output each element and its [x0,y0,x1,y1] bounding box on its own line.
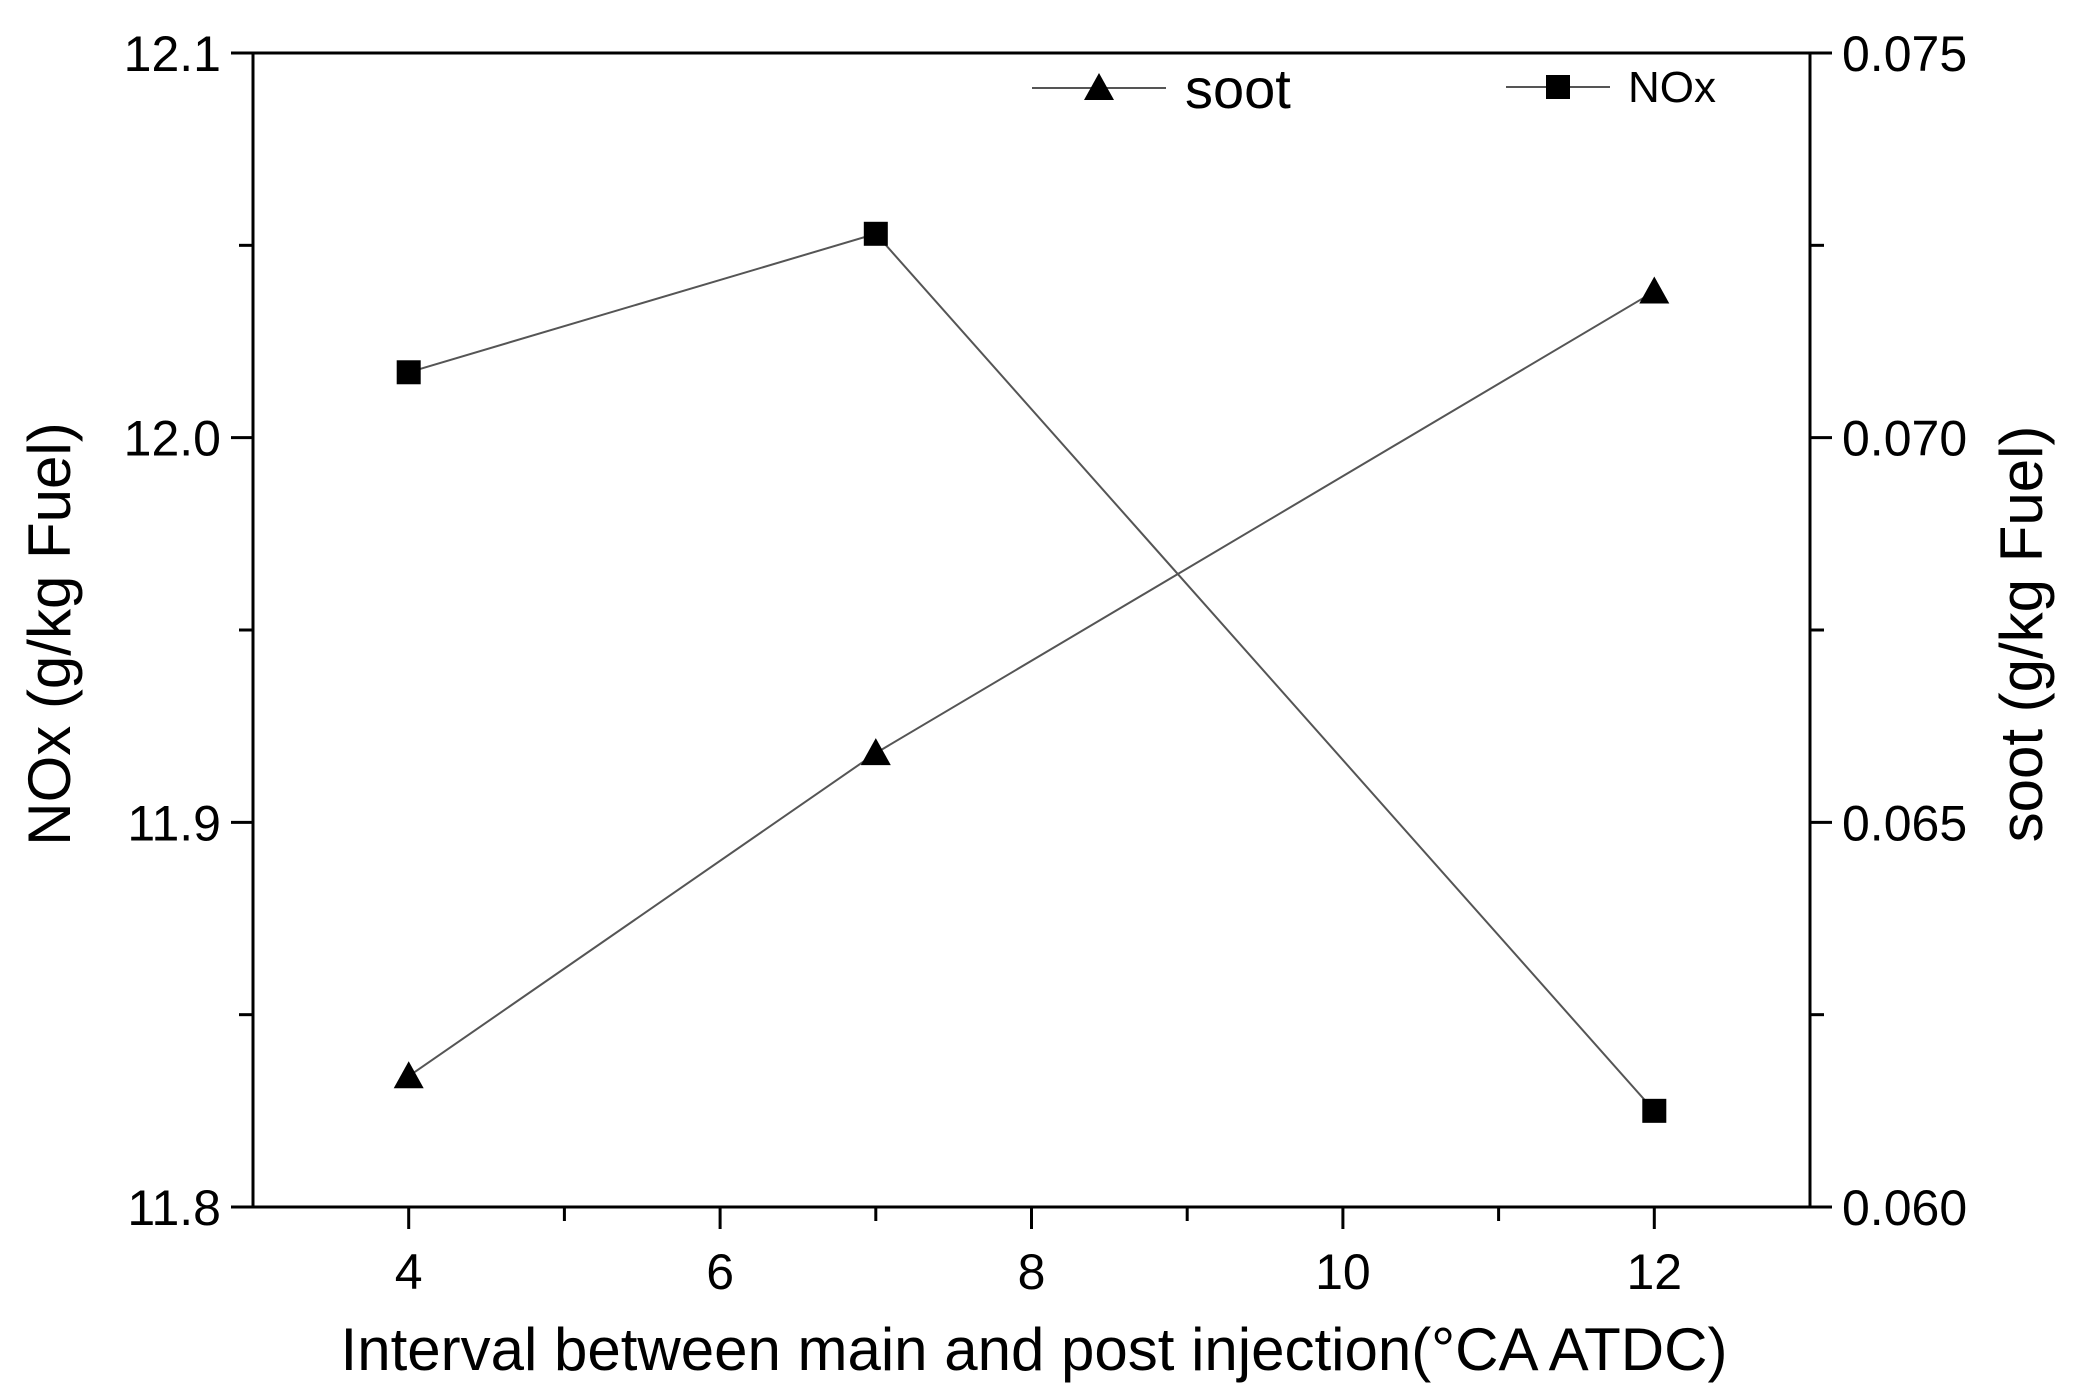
left-y-axis-label: NOx (g/kg Fuel) [16,422,83,845]
soot-data-point [860,738,891,766]
nox-data-point [396,360,421,385]
plot-border [251,51,1812,1209]
axis-ticks: 4 6 8 10 12 11.8 11.9 12.0 12.1 0.060 0.065 0.070 0.… [124,26,1967,1300]
series-lines [408,232,1656,1112]
nox-data-point [863,221,888,246]
soot-data-point [393,1061,424,1089]
nox-data-point [1642,1098,1667,1123]
x-tick-label: 8 [1018,1244,1046,1300]
x-tick-label: 10 [1315,1244,1371,1300]
right-y-tick-label: 0.060 [1842,1180,1967,1236]
right-y-tick-label: 0.065 [1842,795,1967,851]
left-y-tick-label: 12.0 [124,411,221,467]
legend-soot-marker [1084,73,1114,100]
soot-data-point [1639,276,1670,304]
left-y-tick-label: 11.8 [127,1180,221,1236]
legend-nox-label: NOx [1628,63,1716,112]
series-markers [393,221,1670,1123]
legend-nox-marker [1546,75,1570,99]
x-tick-label: 12 [1626,1244,1682,1300]
nox-series-line [408,232,1656,1112]
right-y-tick-label: 0.070 [1842,411,1967,467]
x-axis-label: Interval between main and post injection… [341,1316,1728,1383]
legend-soot-label: soot [1185,57,1291,120]
x-tick-label: 4 [395,1244,423,1300]
right-y-tick-label: 0.075 [1842,26,1967,82]
right-y-axis-label: soot (g/kg Fuel) [1988,426,2055,843]
left-y-tick-label: 11.9 [127,795,221,851]
plot-area [251,51,1812,1209]
left-y-tick-label: 12.1 [124,26,221,82]
legend: soot NOx [1032,57,1716,120]
x-tick-label: 6 [706,1244,734,1300]
